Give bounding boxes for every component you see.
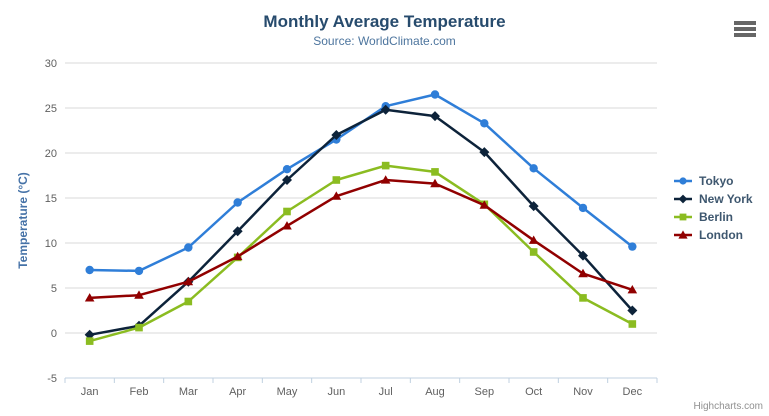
legend: Tokyo New York Berlin London xyxy=(674,172,753,244)
legend-marker-circle-icon xyxy=(674,177,692,185)
x-axis-label: Feb xyxy=(130,386,149,398)
legend-label: London xyxy=(699,228,743,242)
x-axis-label: Jul xyxy=(379,386,393,398)
legend-marker-diamond-icon xyxy=(674,194,692,204)
x-axis-label: Mar xyxy=(179,386,198,398)
legend-item-tokyo[interactable]: Tokyo xyxy=(674,172,753,190)
series-new-york[interactable] xyxy=(84,104,638,340)
y-axis-label: 5 xyxy=(51,283,57,295)
y-axis-label: 25 xyxy=(45,103,57,115)
credits-link[interactable]: Highcharts.com xyxy=(693,401,763,412)
x-axis-label: Oct xyxy=(525,386,542,398)
legend-item-london[interactable]: London xyxy=(674,226,753,244)
x-axis-label: Dec xyxy=(623,386,643,398)
x-axis-label: May xyxy=(277,386,298,398)
y-gridlines xyxy=(65,62,657,379)
legend-item-new-york[interactable]: New York xyxy=(674,190,753,208)
y-axis-label: 15 xyxy=(45,193,57,205)
legend-item-berlin[interactable]: Berlin xyxy=(674,208,753,226)
legend-marker-triangle-icon xyxy=(674,230,692,239)
legend-marker-square-icon xyxy=(674,213,692,221)
y-axis-labels: 30 25 20 15 10 5 0 -5 xyxy=(45,58,57,385)
hamburger-icon xyxy=(734,33,756,37)
x-axis-label: Aug xyxy=(425,386,445,398)
x-axis-label: Apr xyxy=(229,386,246,398)
legend-label: New York xyxy=(699,192,753,206)
y-axis-label: 10 xyxy=(45,238,57,250)
chart-subtitle: Source: WorldClimate.com xyxy=(313,34,456,48)
y-axis-label: 0 xyxy=(51,328,57,340)
y-axis-label: -5 xyxy=(47,373,57,385)
series-tokyo[interactable] xyxy=(85,90,637,276)
series-berlin[interactable] xyxy=(85,161,637,345)
chart-title: Monthly Average Temperature xyxy=(263,12,506,31)
series-london[interactable] xyxy=(84,175,638,302)
y-axis-label: 20 xyxy=(45,148,57,160)
hamburger-icon xyxy=(734,21,756,25)
x-axis-label: Jun xyxy=(327,386,345,398)
x-axis-label: Nov xyxy=(573,386,593,398)
x-axis-label: Jan xyxy=(81,386,99,398)
hamburger-icon xyxy=(734,27,756,31)
context-menu-button[interactable] xyxy=(734,21,756,37)
legend-label: Tokyo xyxy=(699,174,734,188)
y-axis-label: 30 xyxy=(45,58,57,70)
legend-label: Berlin xyxy=(699,210,734,224)
y-axis-title: Temperature (°C) xyxy=(16,172,30,269)
x-axis xyxy=(64,377,658,383)
x-axis-label: Sep xyxy=(475,386,495,398)
x-axis-labels: Jan Feb Mar Apr May Jun Jul Aug Sep Oct Nov Dec xyxy=(81,386,643,398)
